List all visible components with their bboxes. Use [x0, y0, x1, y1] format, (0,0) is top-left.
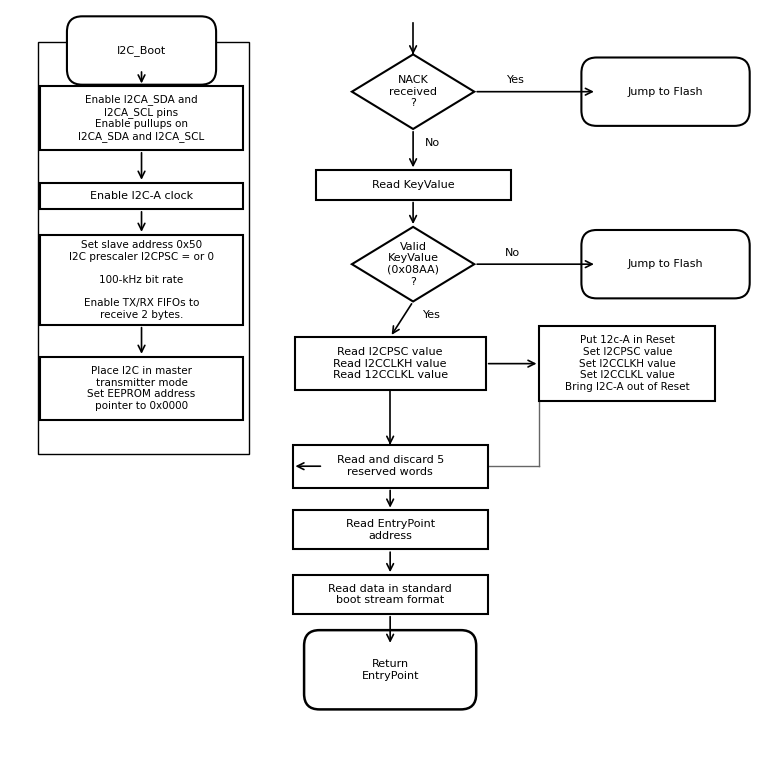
Text: Jump to Flash: Jump to Flash — [628, 87, 703, 96]
Text: Place I2C in master
transmitter mode
Set EEPROM address
pointer to 0x0000: Place I2C in master transmitter mode Set… — [87, 366, 196, 411]
FancyBboxPatch shape — [581, 230, 750, 298]
Text: Read KeyValue: Read KeyValue — [372, 180, 454, 190]
Text: Yes: Yes — [507, 75, 526, 85]
Text: Valid
KeyValue
(0x08AA)
?: Valid KeyValue (0x08AA) ? — [387, 242, 439, 287]
Text: Read EntryPoint
address: Read EntryPoint address — [346, 519, 435, 541]
FancyBboxPatch shape — [295, 337, 486, 390]
Text: Read and discard 5
reserved words: Read and discard 5 reserved words — [337, 455, 444, 477]
Text: Enable I2C-A clock: Enable I2C-A clock — [90, 191, 193, 200]
Text: Jump to Flash: Jump to Flash — [628, 260, 703, 269]
Text: I2C_Boot: I2C_Boot — [117, 45, 166, 56]
FancyBboxPatch shape — [292, 575, 487, 614]
Text: No: No — [425, 138, 440, 148]
Text: Read I2CPSC value
Read I2CCLKH value
Read 12CCLKL value: Read I2CPSC value Read I2CCLKH value Rea… — [333, 347, 448, 380]
Text: Put 12c-A in Reset
Set I2CPSC value
Set I2CCLKH value
Set I2CCLKL value
Bring I2: Put 12c-A in Reset Set I2CPSC value Set … — [565, 336, 689, 392]
Text: Read data in standard
boot stream format: Read data in standard boot stream format — [328, 584, 452, 605]
Text: NACK
received
?: NACK received ? — [389, 75, 437, 108]
Text: Return
EntryPoint: Return EntryPoint — [361, 659, 419, 681]
FancyBboxPatch shape — [539, 326, 715, 401]
FancyBboxPatch shape — [315, 170, 511, 200]
FancyBboxPatch shape — [67, 16, 216, 85]
FancyBboxPatch shape — [40, 357, 243, 420]
Polygon shape — [352, 227, 474, 301]
Polygon shape — [352, 54, 474, 129]
Text: Enable I2CA_SDA and
I2CA_SCL pins
Enable pullups on
I2CA_SDA and I2CA_SCL: Enable I2CA_SDA and I2CA_SCL pins Enable… — [78, 94, 205, 142]
FancyBboxPatch shape — [292, 444, 487, 488]
FancyBboxPatch shape — [581, 57, 750, 126]
Text: Set slave address 0x50
I2C prescaler I2CPSC = or 0

100-kHz bit rate

Enable TX/: Set slave address 0x50 I2C prescaler I2C… — [69, 240, 214, 319]
Text: No: No — [505, 248, 520, 257]
FancyBboxPatch shape — [292, 510, 487, 549]
FancyBboxPatch shape — [40, 235, 243, 325]
FancyBboxPatch shape — [40, 183, 243, 209]
FancyBboxPatch shape — [40, 86, 243, 150]
FancyBboxPatch shape — [304, 630, 476, 709]
Text: Yes: Yes — [423, 311, 441, 320]
